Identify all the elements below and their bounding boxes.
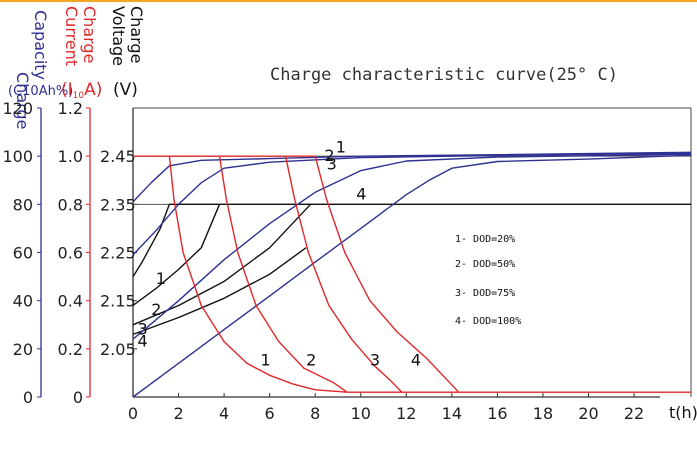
chart-title: Charge characteristic curve(25° C) bbox=[270, 65, 618, 85]
current-axis-unit-prefix: (I bbox=[61, 80, 73, 100]
reference-lines bbox=[133, 155, 691, 205]
capacity-axis-title-line2: Capacity bbox=[31, 10, 50, 80]
capacity-tick-label: 0 bbox=[23, 388, 33, 407]
x-tick-label: 16 bbox=[487, 404, 507, 423]
x-axis-label: t(h) bbox=[669, 403, 697, 422]
voltage-curve-4 bbox=[132, 247, 307, 336]
voltage-tick-label: 2.15 bbox=[100, 292, 136, 311]
current-curve-1 bbox=[133, 155, 691, 393]
tick-labels: 02040608010012000.20.40.60.81.01.22.052.… bbox=[2, 99, 644, 423]
legend-item-1: 1- DOD=20% bbox=[455, 234, 515, 245]
capacity-tick-label: 100 bbox=[2, 147, 33, 166]
legend-item-3: 3- DOD=75% bbox=[455, 288, 515, 299]
top-border bbox=[0, 0, 697, 2]
current-tick-label: 0.2 bbox=[58, 340, 83, 359]
capacity-curve-2 bbox=[132, 152, 692, 256]
voltage-tick-label: 2.25 bbox=[100, 244, 136, 263]
legend: 1- DOD=20% 2- DOD=50% 3- DOD=75% 4- DOD=… bbox=[455, 234, 521, 327]
voltage-curve-label-3: 3 bbox=[138, 319, 148, 338]
x-tick-label: 10 bbox=[351, 404, 371, 423]
current-axis-title-line2: Current bbox=[62, 6, 81, 66]
legend-item-2: 2- DOD=50% bbox=[455, 259, 515, 270]
current-tick-label: 0.6 bbox=[58, 244, 83, 263]
curves bbox=[132, 151, 692, 398]
x-tick-label: 18 bbox=[533, 404, 553, 423]
voltage-curve-label-2: 2 bbox=[151, 300, 161, 319]
current-curve-2 bbox=[169, 155, 348, 393]
voltage-curve-label-4: 4 bbox=[138, 331, 148, 350]
capacity-tick-label: 80 bbox=[13, 195, 33, 214]
capacity-curve-label-3: 3 bbox=[327, 154, 337, 173]
current-tick-label: 0.8 bbox=[58, 195, 83, 214]
voltage-curve-1 bbox=[132, 203, 691, 277]
capacity-tick-label: 60 bbox=[13, 244, 33, 263]
x-tick-label: 8 bbox=[310, 404, 320, 423]
capacity-axis-unit: (C10Ah%) bbox=[8, 84, 73, 99]
x-tick-label: 22 bbox=[624, 404, 644, 423]
current-tick-label: 0 bbox=[73, 388, 83, 407]
capacity-curve-4 bbox=[132, 154, 692, 398]
x-tick-label: 12 bbox=[396, 404, 416, 423]
voltage-axis-title: Charge Voltage bbox=[109, 6, 146, 66]
capacity-curve-1 bbox=[132, 151, 692, 203]
voltage-curve-2 bbox=[132, 204, 221, 307]
current-axis-title: Charge Current bbox=[62, 6, 99, 66]
x-tick-label: 6 bbox=[265, 404, 275, 423]
current-curve-label-3: 3 bbox=[370, 351, 380, 370]
x-tick-label: 0 bbox=[128, 404, 138, 423]
axis-lines bbox=[40, 107, 692, 398]
current-axis-unit-suffix: A) bbox=[84, 80, 102, 100]
legend-item-4: 4- DOD=100% bbox=[455, 316, 521, 327]
current-tick-label: 0.4 bbox=[58, 292, 83, 311]
current-curve-label-2: 2 bbox=[306, 351, 316, 370]
capacity-axis-title: Charge Capacity bbox=[13, 10, 50, 129]
voltage-curve-3 bbox=[132, 203, 312, 326]
voltage-axis-title-line2: Voltage bbox=[109, 6, 128, 66]
x-tick-label: 14 bbox=[442, 404, 462, 423]
voltage-tick-label: 2.35 bbox=[100, 195, 136, 214]
current-curve-3 bbox=[219, 155, 403, 393]
capacity-tick-label: 40 bbox=[13, 292, 33, 311]
capacity-axis-title-line1: Charge bbox=[13, 72, 32, 129]
voltage-tick-label: 2.05 bbox=[100, 340, 136, 359]
capacity-tick-label: 120 bbox=[2, 99, 33, 118]
capacity-curve-3 bbox=[132, 153, 692, 340]
current-axis-unit: (I10A) bbox=[61, 80, 102, 101]
current-curve-label-1: 1 bbox=[261, 351, 271, 370]
capacity-curve-label-1: 1 bbox=[336, 138, 346, 157]
x-tick-label: 20 bbox=[578, 404, 598, 423]
x-tick-label: 4 bbox=[219, 404, 229, 423]
voltage-axis-unit: (V) bbox=[113, 80, 138, 100]
current-axis-title-line1: Charge bbox=[80, 6, 99, 63]
current-curve-4 bbox=[285, 155, 460, 393]
x-tick-label: 2 bbox=[173, 404, 183, 423]
voltage-curve-label-1: 1 bbox=[156, 269, 166, 288]
voltage-axis-title-line1: Charge bbox=[127, 6, 146, 63]
current-tick-label: 1.0 bbox=[58, 147, 83, 166]
current-curve-label-4: 4 bbox=[411, 351, 421, 370]
capacity-curve-label-2: 2 bbox=[324, 146, 334, 165]
capacity-curve-label-4: 4 bbox=[356, 185, 366, 204]
current-axis-unit-sub: 10 bbox=[73, 91, 85, 101]
current-tick-label: 1.2 bbox=[58, 99, 83, 118]
voltage-tick-label: 2.45 bbox=[100, 147, 136, 166]
capacity-tick-label: 20 bbox=[13, 340, 33, 359]
